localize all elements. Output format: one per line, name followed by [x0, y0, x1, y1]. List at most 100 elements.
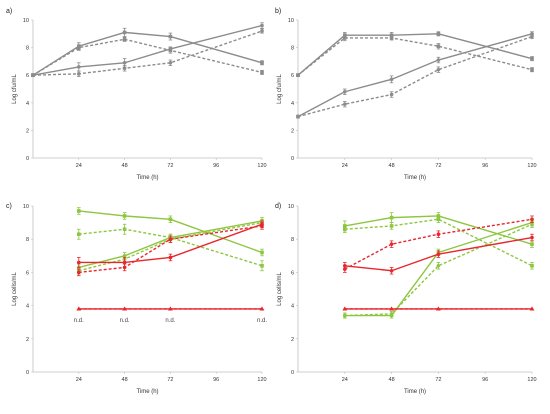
- y-tick-label: 10: [23, 18, 29, 24]
- series-line: [32, 38, 263, 76]
- series-3: [296, 31, 534, 119]
- data-point: [530, 242, 534, 246]
- series-1: [77, 207, 264, 257]
- series-line: [344, 236, 533, 272]
- y-tick-label: 4: [26, 101, 29, 107]
- x-axis-title: Time (h): [404, 175, 426, 181]
- x-tick-label: 24: [76, 163, 82, 169]
- series-4: [343, 220, 534, 319]
- series-2: [296, 34, 534, 77]
- x-tick-label: 72: [435, 163, 441, 169]
- data-point: [530, 217, 534, 222]
- y-tick-label: 4: [26, 304, 29, 310]
- data-point: [436, 217, 441, 222]
- data-point: [122, 30, 127, 35]
- nd-annotation: n.d.: [120, 318, 130, 324]
- series-line: [78, 221, 263, 272]
- data-point: [389, 306, 394, 311]
- data-point: [77, 72, 81, 76]
- y-axis-title: Log cfu/mL: [12, 73, 18, 103]
- y-axis-title: Log cfu/mL: [277, 73, 283, 103]
- x-tick-label: 96: [482, 377, 488, 383]
- y-tick-label: 2: [291, 128, 294, 134]
- y-tick-label: 6: [291, 73, 294, 79]
- data-point: [436, 232, 441, 237]
- data-point: [389, 268, 394, 273]
- x-tick-label: 120: [527, 163, 536, 169]
- y-tick-label: 4: [291, 101, 294, 107]
- data-point: [122, 260, 127, 265]
- data-point: [389, 36, 394, 40]
- data-point: [296, 114, 300, 119]
- y-axis-title: Log cells/mL: [12, 271, 18, 305]
- series-line: [344, 218, 533, 267]
- data-point: [260, 250, 264, 255]
- data-point: [122, 306, 127, 311]
- data-point: [260, 29, 264, 33]
- nd-annotation: n.d.: [257, 318, 267, 324]
- series-5: [343, 233, 534, 275]
- series-4: [296, 34, 534, 119]
- data-point: [389, 33, 394, 37]
- x-tick-label: 48: [389, 163, 395, 169]
- y-tick-label: 8: [291, 237, 294, 243]
- x-tick-label: 72: [435, 377, 441, 383]
- data-point: [436, 67, 441, 72]
- y-tick-label: 4: [291, 304, 294, 310]
- y-tick-label: 0: [291, 156, 294, 162]
- data-point: [343, 227, 347, 232]
- series-line: [297, 33, 533, 118]
- y-tick-label: 0: [26, 156, 29, 162]
- x-tick-label: 72: [167, 377, 173, 383]
- x-tick-label: 48: [122, 377, 128, 383]
- series-3: [31, 22, 264, 77]
- data-point: [389, 242, 394, 246]
- data-point: [389, 224, 394, 228]
- data-point: [436, 252, 441, 256]
- data-point: [76, 306, 82, 311]
- data-point: [436, 44, 441, 49]
- nd-annotation: n.d.: [74, 318, 84, 324]
- data-point: [530, 67, 534, 72]
- y-tick-label: 0: [26, 370, 29, 376]
- data-point: [436, 58, 441, 62]
- series-line: [78, 210, 263, 254]
- data-point: [260, 70, 264, 75]
- data-point: [122, 227, 127, 232]
- data-point: [530, 56, 534, 61]
- data-point: [343, 267, 347, 271]
- y-tick-label: 2: [26, 337, 29, 343]
- series-line: [297, 35, 533, 118]
- series-8: [342, 306, 535, 311]
- data-point: [168, 306, 173, 311]
- data-point: [77, 260, 81, 265]
- x-tick-label: 120: [527, 377, 536, 383]
- x-tick-label: 96: [213, 377, 219, 383]
- x-axis-title: Time (h): [136, 175, 158, 181]
- y-axis-title: Log cells/mL: [277, 271, 283, 305]
- data-point: [122, 37, 127, 42]
- data-point: [343, 313, 347, 318]
- data-point: [260, 224, 264, 228]
- data-point: [168, 34, 173, 39]
- data-point: [31, 73, 35, 77]
- series-line: [344, 221, 533, 317]
- data-point: [436, 263, 441, 268]
- data-point: [436, 306, 441, 311]
- series-2: [31, 36, 264, 77]
- y-tick-label: 10: [288, 204, 294, 210]
- series-1: [31, 27, 264, 77]
- data-point: [343, 102, 347, 106]
- series-6: [77, 222, 264, 277]
- y-tick-label: 2: [26, 128, 29, 134]
- series-4: [77, 218, 264, 275]
- data-point: [168, 60, 173, 65]
- series-line: [78, 220, 263, 269]
- x-tick-label: 24: [76, 377, 82, 383]
- data-point: [77, 232, 81, 237]
